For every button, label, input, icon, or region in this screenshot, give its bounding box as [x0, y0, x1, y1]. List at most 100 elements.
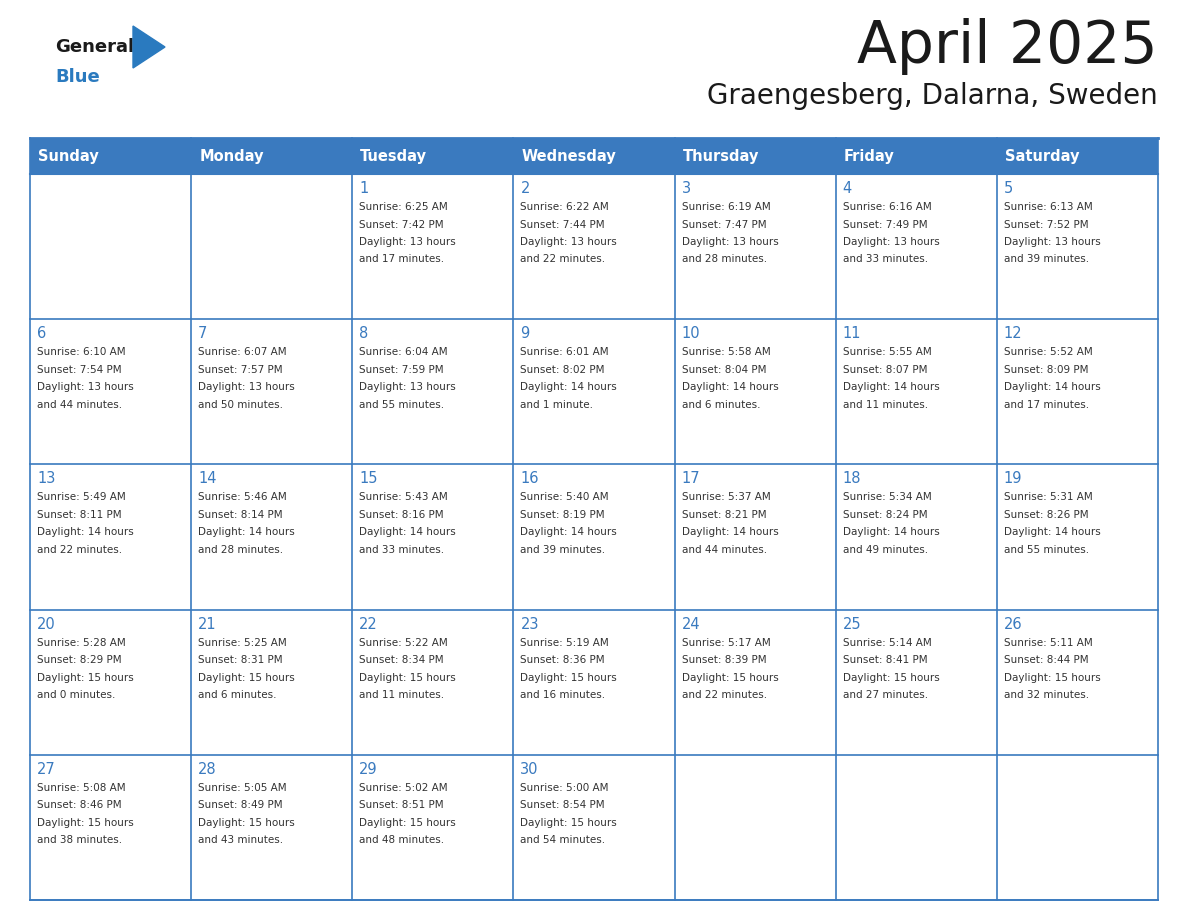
Bar [191, 174, 353, 319]
Bar [30, 174, 191, 319]
Text: and 28 minutes.: and 28 minutes. [682, 254, 766, 264]
Bar [675, 319, 835, 465]
Bar [835, 755, 997, 900]
Text: Sunset: 8:16 PM: Sunset: 8:16 PM [359, 509, 444, 520]
Bar [191, 755, 353, 900]
Bar [353, 610, 513, 755]
Text: Sunset: 7:42 PM: Sunset: 7:42 PM [359, 219, 444, 230]
Text: Sunrise: 6:13 AM: Sunrise: 6:13 AM [1004, 202, 1093, 212]
Polygon shape [133, 26, 165, 68]
Text: and 54 minutes.: and 54 minutes. [520, 835, 606, 845]
Text: Daylight: 15 hours: Daylight: 15 hours [359, 818, 456, 828]
Text: Sunset: 8:24 PM: Sunset: 8:24 PM [842, 509, 928, 520]
Text: Sunrise: 5:40 AM: Sunrise: 5:40 AM [520, 492, 609, 502]
Text: Tuesday: Tuesday [360, 149, 428, 163]
Text: General: General [55, 38, 134, 56]
Text: Sunrise: 5:11 AM: Sunrise: 5:11 AM [1004, 638, 1093, 647]
Text: Sunset: 8:46 PM: Sunset: 8:46 PM [37, 800, 121, 811]
Bar [997, 138, 1158, 174]
Bar [353, 755, 513, 900]
Text: and 43 minutes.: and 43 minutes. [198, 835, 283, 845]
Text: Sunset: 8:04 PM: Sunset: 8:04 PM [682, 364, 766, 375]
Text: Sunset: 8:44 PM: Sunset: 8:44 PM [1004, 655, 1088, 666]
Text: Saturday: Saturday [1005, 149, 1080, 163]
Bar [513, 319, 675, 465]
Text: Sunrise: 6:22 AM: Sunrise: 6:22 AM [520, 202, 609, 212]
Text: 23: 23 [520, 617, 539, 632]
Text: Sunrise: 5:22 AM: Sunrise: 5:22 AM [359, 638, 448, 647]
Text: Daylight: 13 hours: Daylight: 13 hours [359, 237, 456, 247]
Text: Sunrise: 6:07 AM: Sunrise: 6:07 AM [198, 347, 286, 357]
Text: Sunset: 7:47 PM: Sunset: 7:47 PM [682, 219, 766, 230]
Bar [997, 755, 1158, 900]
Text: Sunrise: 5:46 AM: Sunrise: 5:46 AM [198, 492, 286, 502]
Text: and 33 minutes.: and 33 minutes. [842, 254, 928, 264]
Text: Sunset: 8:11 PM: Sunset: 8:11 PM [37, 509, 121, 520]
Text: Sunset: 8:39 PM: Sunset: 8:39 PM [682, 655, 766, 666]
Bar [675, 138, 835, 174]
Text: and 32 minutes.: and 32 minutes. [1004, 690, 1089, 700]
Text: Sunset: 8:07 PM: Sunset: 8:07 PM [842, 364, 927, 375]
Bar [513, 610, 675, 755]
Text: Sunset: 8:02 PM: Sunset: 8:02 PM [520, 364, 605, 375]
Text: Daylight: 15 hours: Daylight: 15 hours [520, 818, 618, 828]
Text: 2: 2 [520, 181, 530, 196]
Text: Daylight: 15 hours: Daylight: 15 hours [198, 673, 295, 683]
Text: 29: 29 [359, 762, 378, 777]
Bar [30, 755, 191, 900]
Text: 25: 25 [842, 617, 861, 632]
Text: Sunrise: 5:28 AM: Sunrise: 5:28 AM [37, 638, 126, 647]
Text: Daylight: 13 hours: Daylight: 13 hours [520, 237, 618, 247]
Text: 3: 3 [682, 181, 690, 196]
Bar [30, 465, 191, 610]
Text: Daylight: 14 hours: Daylight: 14 hours [1004, 382, 1100, 392]
Text: and 16 minutes.: and 16 minutes. [520, 690, 606, 700]
Text: Sunrise: 5:34 AM: Sunrise: 5:34 AM [842, 492, 931, 502]
Text: Sunrise: 5:31 AM: Sunrise: 5:31 AM [1004, 492, 1093, 502]
Bar [835, 465, 997, 610]
Bar [675, 610, 835, 755]
Bar [675, 465, 835, 610]
Bar [353, 174, 513, 319]
Text: 19: 19 [1004, 472, 1023, 487]
Text: Daylight: 15 hours: Daylight: 15 hours [842, 673, 940, 683]
Bar [513, 138, 675, 174]
Bar [513, 174, 675, 319]
Text: Sunrise: 5:43 AM: Sunrise: 5:43 AM [359, 492, 448, 502]
Text: Sunset: 8:34 PM: Sunset: 8:34 PM [359, 655, 444, 666]
Text: Sunset: 7:54 PM: Sunset: 7:54 PM [37, 364, 121, 375]
Bar [353, 138, 513, 174]
Text: Sunset: 7:57 PM: Sunset: 7:57 PM [198, 364, 283, 375]
Text: Daylight: 14 hours: Daylight: 14 hours [520, 528, 618, 537]
Bar [997, 465, 1158, 610]
Text: 1: 1 [359, 181, 368, 196]
Text: 4: 4 [842, 181, 852, 196]
Text: 24: 24 [682, 617, 700, 632]
Text: Blue: Blue [55, 68, 100, 86]
Text: 8: 8 [359, 326, 368, 341]
Text: 27: 27 [37, 762, 56, 777]
Text: Thursday: Thursday [683, 149, 759, 163]
Text: and 49 minutes.: and 49 minutes. [842, 545, 928, 554]
Bar [835, 610, 997, 755]
Text: 18: 18 [842, 472, 861, 487]
Text: Sunrise: 5:52 AM: Sunrise: 5:52 AM [1004, 347, 1093, 357]
Text: Sunset: 7:49 PM: Sunset: 7:49 PM [842, 219, 928, 230]
Text: Daylight: 14 hours: Daylight: 14 hours [37, 528, 134, 537]
Text: and 6 minutes.: and 6 minutes. [682, 399, 760, 409]
Bar [30, 138, 191, 174]
Text: Sunrise: 5:19 AM: Sunrise: 5:19 AM [520, 638, 609, 647]
Text: Sunrise: 5:17 AM: Sunrise: 5:17 AM [682, 638, 770, 647]
Text: Sunset: 8:29 PM: Sunset: 8:29 PM [37, 655, 121, 666]
Text: and 50 minutes.: and 50 minutes. [198, 399, 283, 409]
Text: Sunset: 8:41 PM: Sunset: 8:41 PM [842, 655, 928, 666]
Text: 30: 30 [520, 762, 539, 777]
Text: Sunset: 8:49 PM: Sunset: 8:49 PM [198, 800, 283, 811]
Bar [997, 174, 1158, 319]
Bar [191, 610, 353, 755]
Text: Sunrise: 5:55 AM: Sunrise: 5:55 AM [842, 347, 931, 357]
Text: Sunrise: 6:01 AM: Sunrise: 6:01 AM [520, 347, 609, 357]
Text: and 22 minutes.: and 22 minutes. [37, 545, 122, 554]
Text: 15: 15 [359, 472, 378, 487]
Text: Monday: Monday [200, 149, 264, 163]
